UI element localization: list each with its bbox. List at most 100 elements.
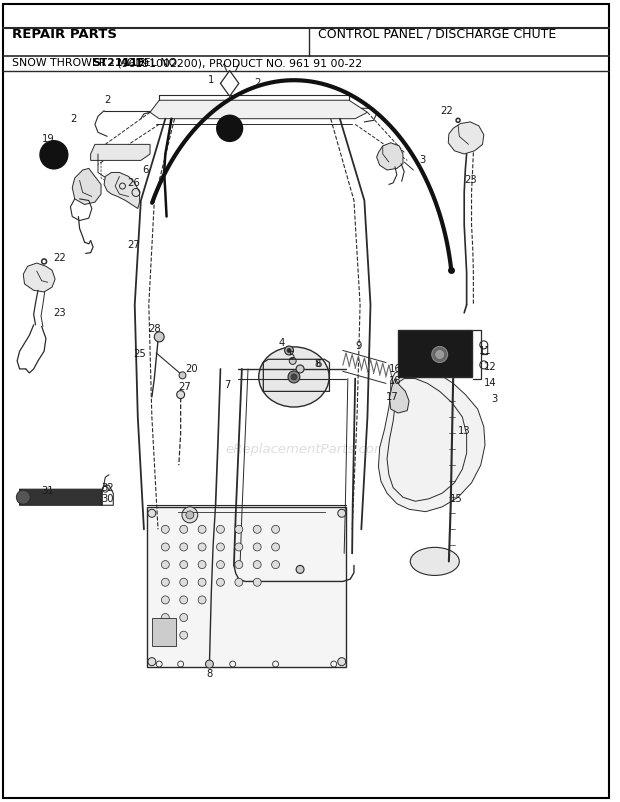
Text: 23: 23: [54, 308, 66, 318]
Circle shape: [272, 543, 280, 551]
Circle shape: [235, 561, 243, 569]
Circle shape: [180, 525, 188, 533]
Text: 9: 9: [355, 342, 361, 351]
Text: 11: 11: [479, 346, 492, 356]
Text: 6: 6: [315, 359, 322, 369]
Text: ST2111E: ST2111E: [92, 59, 144, 68]
Text: SNOW THROWER - MODEL NO.: SNOW THROWER - MODEL NO.: [12, 59, 184, 68]
Text: 26: 26: [127, 178, 140, 188]
Text: 23: 23: [464, 176, 477, 185]
Circle shape: [161, 561, 169, 569]
Text: 14: 14: [484, 379, 496, 388]
Polygon shape: [376, 143, 403, 170]
Circle shape: [161, 614, 169, 622]
Circle shape: [235, 525, 243, 533]
Circle shape: [290, 358, 296, 364]
Circle shape: [285, 346, 293, 355]
Circle shape: [161, 543, 169, 551]
Circle shape: [291, 374, 297, 380]
Circle shape: [180, 578, 188, 586]
Text: 2: 2: [254, 78, 260, 87]
Polygon shape: [378, 369, 485, 512]
Circle shape: [182, 507, 198, 523]
Circle shape: [272, 525, 280, 533]
Text: 10: 10: [460, 335, 473, 345]
Circle shape: [16, 490, 30, 504]
Polygon shape: [24, 263, 55, 292]
Circle shape: [217, 115, 242, 141]
Polygon shape: [448, 122, 484, 154]
Text: eReplacementParts.com: eReplacementParts.com: [225, 443, 387, 456]
Text: 16: 16: [389, 364, 401, 374]
Polygon shape: [104, 172, 140, 209]
Circle shape: [148, 509, 156, 517]
Text: 19: 19: [42, 134, 54, 144]
Ellipse shape: [259, 346, 329, 407]
Text: 6: 6: [143, 165, 149, 175]
Text: 20: 20: [185, 364, 197, 374]
Circle shape: [198, 543, 206, 551]
Text: 8: 8: [206, 669, 213, 678]
Bar: [152, 618, 176, 646]
Circle shape: [338, 658, 346, 666]
Circle shape: [180, 631, 188, 639]
Circle shape: [216, 578, 224, 586]
Text: 18: 18: [389, 376, 401, 386]
Text: REPAIR PARTS: REPAIR PARTS: [12, 27, 117, 41]
Circle shape: [216, 543, 224, 551]
Circle shape: [161, 631, 169, 639]
Text: 1: 1: [208, 75, 215, 85]
Text: 22: 22: [54, 253, 66, 263]
Polygon shape: [389, 379, 409, 413]
Text: 27: 27: [179, 382, 192, 391]
Circle shape: [161, 525, 169, 533]
Circle shape: [180, 614, 188, 622]
Circle shape: [296, 365, 304, 373]
Circle shape: [253, 561, 261, 569]
Text: CONTROL PANEL / DISCHARGE CHUTE: CONTROL PANEL / DISCHARGE CHUTE: [319, 27, 557, 41]
Text: 2: 2: [70, 114, 77, 124]
Circle shape: [198, 596, 206, 604]
Circle shape: [177, 391, 185, 399]
Bar: [147, 507, 346, 667]
Circle shape: [180, 596, 188, 604]
Circle shape: [253, 525, 261, 533]
Circle shape: [205, 660, 213, 668]
Circle shape: [198, 561, 206, 569]
Circle shape: [40, 141, 68, 168]
Text: 27: 27: [127, 240, 140, 249]
Circle shape: [338, 509, 346, 517]
Text: 3: 3: [492, 395, 498, 404]
Circle shape: [186, 511, 194, 519]
Text: 17: 17: [386, 392, 398, 402]
Text: 28: 28: [148, 324, 161, 334]
Text: 31: 31: [42, 486, 54, 496]
Text: 25: 25: [133, 350, 146, 359]
Text: 8: 8: [314, 359, 321, 369]
Polygon shape: [73, 168, 101, 205]
Text: 4: 4: [278, 338, 285, 348]
Circle shape: [180, 561, 188, 569]
Text: (96191002200), PRODUCT NO. 961 91 00-22: (96191002200), PRODUCT NO. 961 91 00-22: [114, 59, 362, 68]
Circle shape: [179, 372, 186, 379]
Circle shape: [180, 543, 188, 551]
Text: 30: 30: [101, 494, 113, 504]
Circle shape: [235, 578, 243, 586]
Circle shape: [198, 525, 206, 533]
Circle shape: [216, 561, 224, 569]
Text: 7: 7: [224, 380, 231, 390]
Text: 2: 2: [104, 95, 110, 105]
Text: 15: 15: [450, 494, 463, 504]
Text: 3: 3: [419, 156, 426, 165]
Text: 13: 13: [458, 427, 471, 436]
Circle shape: [161, 596, 169, 604]
Text: 5: 5: [288, 351, 294, 361]
Circle shape: [154, 332, 164, 342]
Circle shape: [198, 578, 206, 586]
Circle shape: [287, 349, 291, 352]
Circle shape: [148, 658, 156, 666]
Circle shape: [235, 543, 243, 551]
Circle shape: [253, 578, 261, 586]
Polygon shape: [150, 100, 368, 119]
Circle shape: [432, 346, 448, 363]
